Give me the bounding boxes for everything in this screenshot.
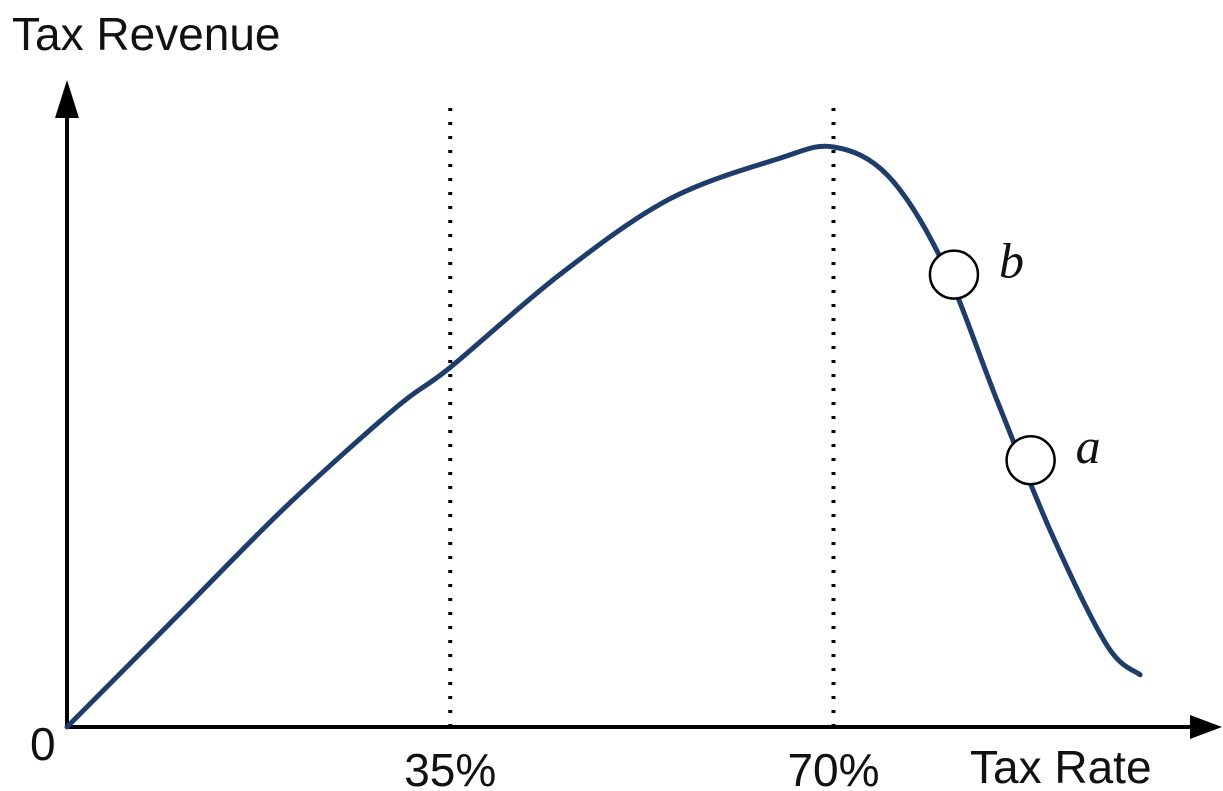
x-axis-arrow-icon [1190, 715, 1222, 739]
x-axis-label: Tax Rate [970, 741, 1152, 791]
series-line [64, 143, 1143, 730]
x-tick-label: 70% [787, 744, 879, 791]
point-a-label: a [1076, 418, 1101, 474]
point-b-label: b [999, 233, 1024, 289]
point-a-marker [1005, 434, 1056, 486]
x-tick-label: 35% [404, 744, 496, 791]
y-axis-label: Tax Revenue [12, 8, 281, 60]
x-tick-labels: 35% 70% [404, 744, 879, 791]
y-axis-arrow-icon [55, 80, 79, 118]
reference-lines [448, 108, 836, 727]
origin-label: 0 [30, 718, 56, 770]
curve-points: ba [928, 233, 1101, 486]
point-b-marker [928, 249, 980, 300]
